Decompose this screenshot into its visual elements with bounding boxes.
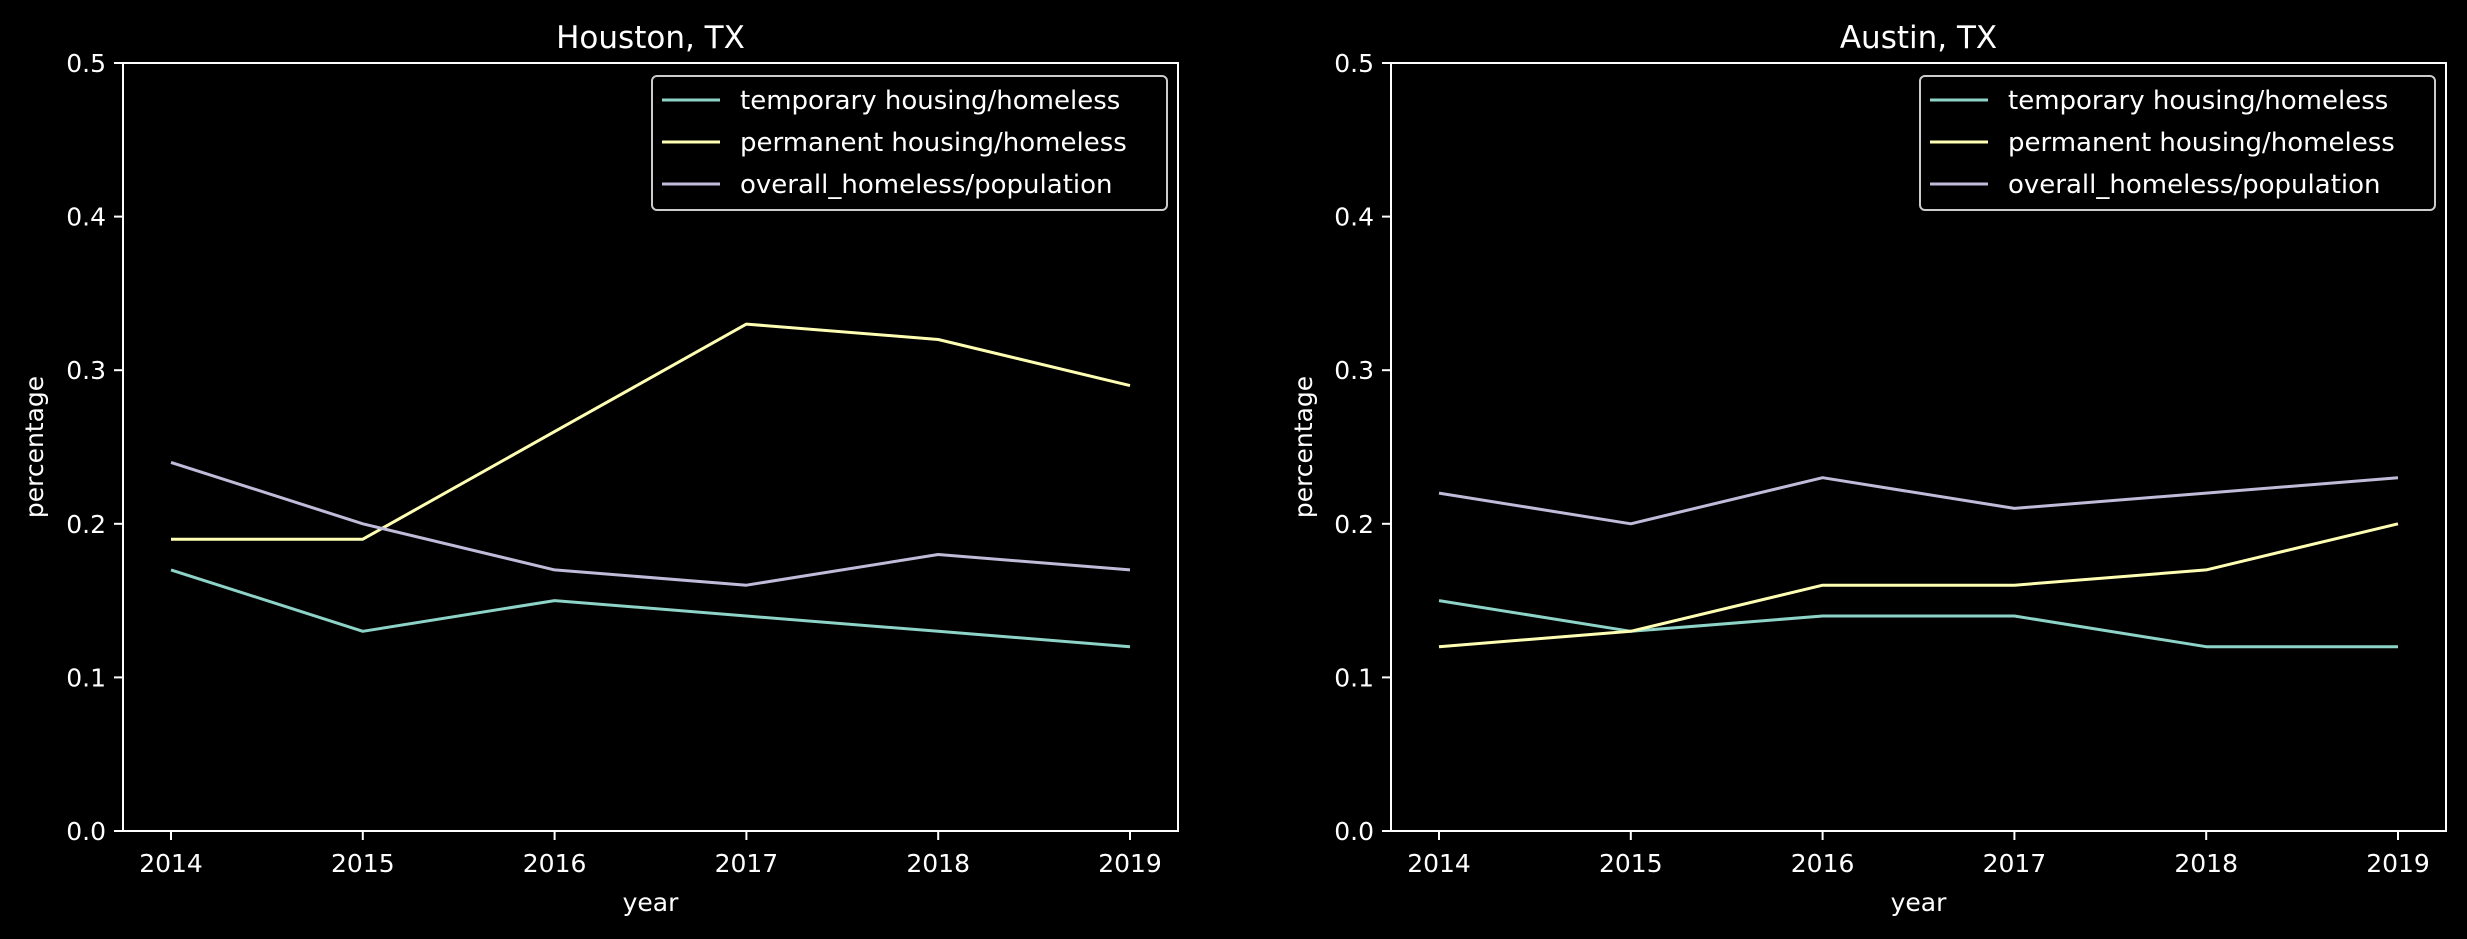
- y-tick-label: 0.5: [1334, 49, 1374, 78]
- series-line-3: [1438, 476, 2399, 526]
- y-tick-label: 0.0: [1334, 817, 1374, 846]
- legend-box: [1919, 75, 2436, 211]
- x-tick-label: 2015: [331, 849, 395, 878]
- plot-frame: [122, 62, 1179, 832]
- legend-label: temporary housing/homeless: [740, 86, 1120, 116]
- x-axis-label: year: [1891, 888, 1947, 917]
- plot-frame: [1390, 62, 2447, 832]
- y-tick-label: 0.2: [66, 510, 106, 539]
- chart-title: Houston, TX: [556, 20, 745, 56]
- x-tick-label: 2017: [715, 849, 779, 878]
- y-tick-label: 0.3: [1334, 356, 1374, 385]
- x-axis-label: year: [623, 888, 679, 917]
- x-tick-label: 2018: [2174, 849, 2238, 878]
- x-tick-label: 2017: [1983, 849, 2047, 878]
- legend-label: temporary housing/homeless: [2008, 86, 2388, 116]
- x-tick-label: 2014: [139, 849, 203, 878]
- legend-label: overall_homeless/population: [740, 170, 1113, 200]
- y-axis-label: percentage: [20, 376, 49, 518]
- series-line-2: [171, 322, 1131, 541]
- series-line-3: [170, 460, 1131, 587]
- x-tick-label: 2014: [1407, 849, 1471, 878]
- y-tick-label: 0.4: [1334, 203, 1374, 232]
- y-tick-label: 0.0: [66, 817, 106, 846]
- legend-box: [651, 75, 1168, 211]
- y-tick-label: 0.1: [1334, 663, 1374, 692]
- y-tick-label: 0.2: [1334, 510, 1374, 539]
- y-tick-label: 0.5: [66, 49, 106, 78]
- x-tick-label: 2016: [1791, 849, 1855, 878]
- x-tick-label: 2018: [906, 849, 970, 878]
- y-tick-label: 0.3: [66, 356, 106, 385]
- legend-label: permanent housing/homeless: [740, 128, 1127, 158]
- series-line-1: [170, 568, 1131, 649]
- chart-panel-2: Austin, TX 0.0 0.1 0.2 0.3 0.4 0.5 2014 2015 2016…: [1289, 20, 2447, 917]
- legend: temporary housing/homeless permanent hous…: [1919, 75, 2436, 211]
- x-tick-label: 2016: [523, 849, 587, 878]
- legend-label: permanent housing/homeless: [2008, 128, 2395, 158]
- x-tick-label: 2019: [1098, 849, 1162, 878]
- chart-panel-1: Houston, TX 0.0 0.1 0.2 0.3 0.4 0.5 2014 2015 201…: [20, 20, 1179, 917]
- y-tick-label: 0.1: [66, 663, 106, 692]
- legend-label: overall_homeless/population: [2008, 170, 2381, 200]
- x-tick-label: 2019: [2366, 849, 2430, 878]
- series-line-1: [1438, 599, 2398, 649]
- legend: temporary housing/homeless permanent hous…: [651, 75, 1168, 211]
- series-line-2: [1438, 522, 2399, 649]
- chart-title: Austin, TX: [1840, 20, 1997, 56]
- x-tick-label: 2015: [1599, 849, 1663, 878]
- y-tick-label: 0.4: [66, 203, 106, 232]
- y-axis-label: percentage: [1289, 376, 1318, 518]
